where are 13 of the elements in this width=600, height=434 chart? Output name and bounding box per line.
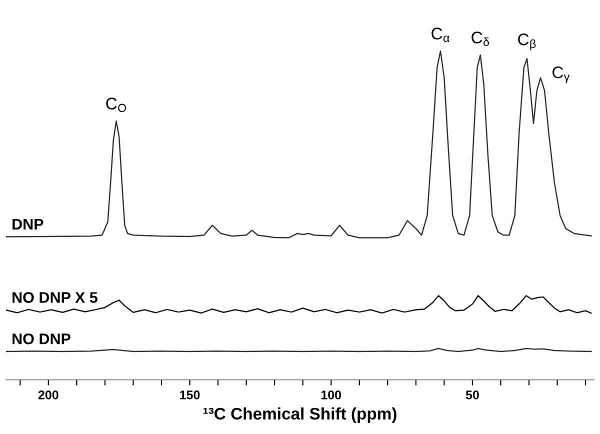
x-axis-title: ¹³C Chemical Shift (ppm) (203, 407, 396, 423)
x-tick-label: 50 (466, 390, 479, 400)
annotation: C$_{γ}$ (552, 66, 570, 84)
x-tick-label: 150 (180, 390, 200, 400)
annotation: C$_{α}$ (432, 28, 450, 42)
series-label: NO DNP X 5 (12, 292, 98, 303)
x-tick-label: 100 (321, 390, 342, 400)
x-tick-label: 200 (38, 390, 58, 400)
annotation: C$_{δ}$ (472, 32, 489, 46)
series-label: NO DNP (12, 333, 70, 344)
annotation: C$_{O}$ (106, 98, 126, 112)
series-label: DNP (12, 218, 44, 230)
annotation: C$_{β}$ (518, 34, 536, 50)
